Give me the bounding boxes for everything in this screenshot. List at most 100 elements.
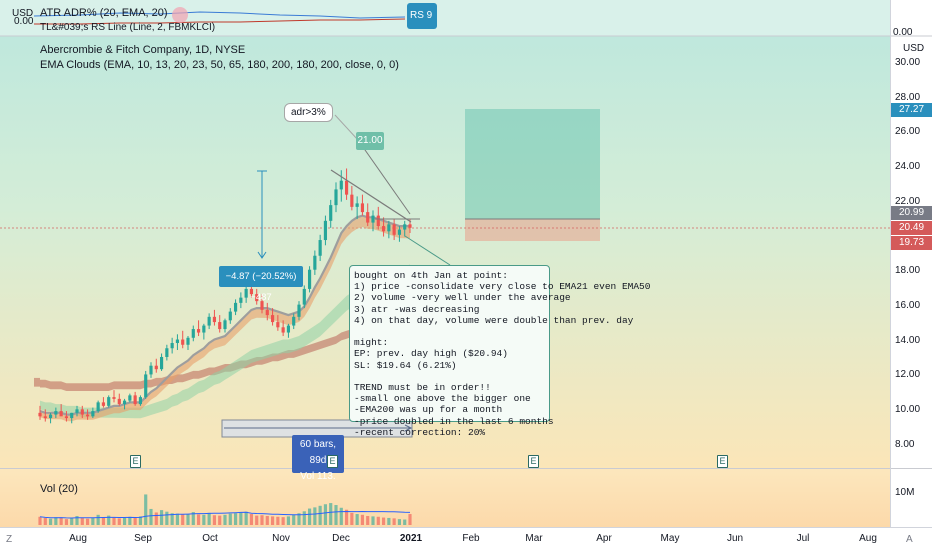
volume-bar bbox=[233, 513, 238, 525]
candle-body bbox=[344, 180, 349, 195]
candle-body bbox=[366, 212, 370, 223]
volume-bar bbox=[329, 503, 333, 525]
volume-bar bbox=[43, 517, 47, 525]
symbol-title[interactable]: Abercrombie & Fitch Company, 1D, NYSE bbox=[40, 44, 246, 56]
candle-body bbox=[43, 416, 47, 419]
price-tick: 22.00 bbox=[895, 196, 921, 207]
top-axis-currency: USD bbox=[12, 8, 34, 19]
candle-body bbox=[170, 343, 174, 349]
volume-bar bbox=[212, 515, 217, 525]
time-tick: Apr bbox=[596, 533, 612, 544]
trendline bbox=[330, 169, 412, 223]
candle-body bbox=[403, 224, 407, 230]
volume-bar bbox=[38, 516, 42, 525]
earnings-marker-icon[interactable]: E bbox=[130, 455, 141, 468]
volume-bar bbox=[360, 514, 365, 525]
volume-bar bbox=[260, 515, 264, 525]
candle-body bbox=[376, 215, 380, 227]
zoom-icon[interactable]: Z bbox=[6, 534, 13, 545]
candle-body bbox=[175, 339, 180, 344]
volume-bar bbox=[323, 504, 328, 525]
volume-bars bbox=[38, 494, 412, 525]
volume-ma-line bbox=[39, 510, 411, 519]
target-chip[interactable]: 21.00 bbox=[356, 132, 384, 150]
earnings-marker-icon[interactable]: E bbox=[717, 455, 728, 468]
range-chip-bars: 60 bars, 89d bbox=[299, 439, 337, 466]
volume-bar bbox=[165, 511, 169, 525]
price-tick: 14.00 bbox=[895, 335, 921, 346]
earnings-marker-icon[interactable]: E bbox=[528, 455, 539, 468]
price-tick: 30.00 bbox=[895, 57, 921, 68]
candle-body bbox=[276, 322, 280, 328]
indicator-pane-bg bbox=[0, 0, 890, 36]
earnings-marker-icon[interactable]: E bbox=[327, 455, 338, 468]
volume-bar bbox=[223, 514, 227, 525]
indicator-rs-label[interactable]: TL&#039;s RS Line (Line, 2, FBMKLCI) bbox=[40, 22, 216, 33]
measure-chip[interactable]: −4.87 (−20.52%) −487 bbox=[219, 266, 303, 303]
volume-bar bbox=[403, 519, 407, 525]
top-axis-value-right: 0.00 bbox=[893, 27, 913, 38]
candle-body bbox=[397, 229, 402, 235]
price-tick: 8.00 bbox=[895, 439, 915, 450]
candle-body bbox=[255, 294, 259, 302]
candle-body bbox=[70, 412, 74, 419]
candle-body bbox=[286, 325, 291, 333]
volume-bar bbox=[397, 519, 402, 525]
ema-10-line bbox=[39, 214, 410, 416]
volume-bar bbox=[228, 513, 232, 525]
volume-bar bbox=[281, 517, 285, 525]
volume-title[interactable]: Vol (20) bbox=[40, 483, 78, 495]
candle-body bbox=[318, 240, 322, 256]
volume-bar bbox=[366, 515, 370, 525]
price-label-target: 27.27 bbox=[891, 103, 932, 117]
price-axis-bg bbox=[890, 0, 932, 527]
volume-bar bbox=[191, 512, 195, 525]
volume-bar bbox=[91, 517, 95, 525]
volume-bar bbox=[218, 515, 222, 525]
volume-bar bbox=[138, 516, 143, 525]
indicator-atr-label[interactable]: ATR ADR% (20, EMA, 20) bbox=[40, 7, 168, 19]
candle-body bbox=[339, 180, 343, 190]
candle-body bbox=[85, 414, 90, 417]
candle-body bbox=[381, 226, 386, 232]
adr-callout[interactable]: adr>3% bbox=[284, 103, 333, 122]
volume-bar bbox=[387, 517, 391, 525]
volume-bar bbox=[59, 517, 63, 525]
price-label-high: 20.99 bbox=[891, 206, 932, 220]
candle-body bbox=[133, 395, 137, 405]
volume-bar bbox=[101, 517, 106, 525]
time-tick: May bbox=[660, 533, 680, 544]
candle-body bbox=[244, 288, 248, 298]
volume-bar bbox=[297, 513, 301, 525]
price-label-stop: 19.73 bbox=[891, 236, 932, 250]
candle-body bbox=[107, 397, 111, 406]
volume-bar bbox=[48, 518, 53, 525]
ema-200-cloud-left bbox=[34, 377, 40, 387]
candle-body bbox=[117, 398, 121, 405]
volume-bar bbox=[144, 494, 148, 525]
volume-bar bbox=[128, 516, 132, 525]
candle-body bbox=[228, 311, 232, 321]
volume-bar bbox=[117, 518, 121, 525]
time-tick: Oct bbox=[202, 533, 218, 544]
volume-bar bbox=[122, 517, 127, 525]
volume-bar bbox=[265, 515, 269, 525]
price-tick: 16.00 bbox=[895, 300, 921, 311]
volume-bar bbox=[107, 515, 111, 525]
auto-scale-button[interactable]: A bbox=[906, 534, 913, 545]
volume-bar bbox=[96, 514, 100, 525]
ema-clouds-legend[interactable]: EMA Clouds (EMA, 10, 13, 20, 23, 50, 65,… bbox=[40, 59, 399, 71]
adr-marker bbox=[172, 7, 188, 23]
volume-bar bbox=[207, 512, 211, 525]
time-tick: Sep bbox=[134, 533, 152, 544]
trade-note[interactable]: bought on 4th Jan at point: 1) price -co… bbox=[349, 265, 650, 438]
volume-bar bbox=[249, 514, 254, 525]
candle-body bbox=[355, 203, 359, 207]
volume-bar bbox=[75, 515, 79, 525]
volume-bar bbox=[392, 518, 396, 525]
candle-body bbox=[207, 316, 211, 326]
volume-bar bbox=[181, 514, 185, 525]
volume-bar bbox=[255, 515, 259, 525]
